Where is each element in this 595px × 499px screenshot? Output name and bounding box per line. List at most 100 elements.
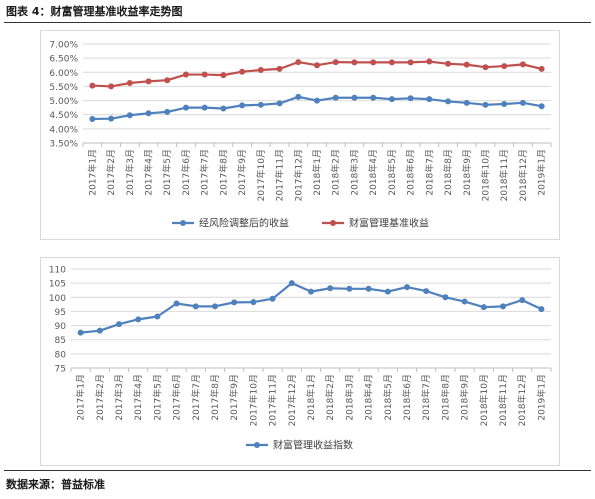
- x-tick-label: 2018年9月: [461, 149, 473, 196]
- data-point: [201, 71, 208, 78]
- x-tick-label: 2018年2月: [330, 149, 342, 196]
- x-tick-label: 2017年4月: [143, 149, 155, 196]
- data-point: [201, 104, 208, 111]
- x-tick-label: 2017年12月: [292, 149, 304, 201]
- x-tick-label: 2018年3月: [343, 374, 355, 421]
- data-point: [154, 313, 161, 320]
- x-tick-label: 2018年7月: [423, 149, 435, 196]
- data-point: [519, 99, 526, 106]
- x-tick-label: 2018年1月: [305, 374, 317, 421]
- data-point: [519, 297, 526, 304]
- y-tick-label: 80: [55, 350, 67, 360]
- data-point: [89, 115, 96, 122]
- top-rule: [4, 22, 591, 23]
- y-tick-label: 95: [55, 308, 66, 318]
- legend-marker: [180, 220, 186, 226]
- legend-marker: [254, 442, 260, 448]
- x-tick-label: 2017年3月: [113, 374, 125, 421]
- x-tick-label: 2018年7月: [420, 374, 432, 421]
- data-point: [327, 285, 334, 292]
- data-point: [269, 295, 276, 302]
- x-tick-label: 2017年10月: [247, 374, 259, 426]
- data-point: [295, 59, 302, 66]
- data-point: [463, 61, 470, 68]
- data-point: [239, 68, 246, 75]
- data-point: [257, 101, 264, 108]
- x-tick-label: 2017年3月: [124, 149, 136, 196]
- data-point: [250, 299, 257, 306]
- data-point: [126, 80, 133, 87]
- y-tick-label: 6.50%: [49, 55, 78, 65]
- chart-2-svg: 110 105 100 95 90 85 80 75 2017年1月 2017年2月 2017年3月…: [49, 266, 552, 452]
- data-point: [308, 288, 314, 295]
- y-tick-label: 105: [49, 280, 66, 290]
- x-tick-label: 2018年12月: [516, 374, 528, 426]
- x-tick-label: 2018年12月: [517, 149, 529, 201]
- y-tick-label: 7.00%: [49, 41, 78, 51]
- x-tick-label: 2017年4月: [132, 374, 144, 421]
- legend-label: 财富管理基准收益: [349, 217, 429, 230]
- data-point: [145, 110, 152, 117]
- chart-1-svg: 7.00% 6.50% 6.00% 5.50% 5.00% 4.50% 4.00% 3.50%…: [49, 41, 552, 230]
- y-tick-label: 3.50%: [49, 140, 78, 150]
- data-point: [445, 60, 452, 67]
- data-point: [519, 61, 526, 68]
- data-point: [404, 284, 410, 291]
- y-tick-label: 5.50%: [49, 83, 78, 93]
- legend-label: 财富管理收益指数: [273, 439, 353, 452]
- y-tick-label: 110: [49, 266, 66, 276]
- x-tick-label: 2017年6月: [180, 149, 192, 196]
- x-tick-label: 2018年10月: [479, 149, 491, 201]
- data-point: [135, 316, 142, 323]
- y-tick-label: 5.00%: [49, 97, 78, 107]
- data-point: [164, 108, 171, 115]
- x-tick-label: 2018年11月: [498, 149, 510, 201]
- data-point: [239, 102, 246, 109]
- data-point: [426, 96, 433, 103]
- data-point: [442, 294, 449, 301]
- y-tick-label: 4.50%: [49, 111, 78, 121]
- data-point: [314, 62, 320, 69]
- bottom-rule: [4, 470, 591, 471]
- x-tick-label: 2018年8月: [439, 374, 451, 421]
- data-point: [276, 100, 283, 107]
- data-point: [116, 321, 122, 328]
- data-point: [482, 64, 489, 71]
- y-tick-label: 100: [49, 294, 66, 304]
- x-tick-label: 2018年4月: [367, 149, 379, 196]
- data-point: [384, 288, 391, 295]
- y-tick-label: 75: [55, 365, 66, 375]
- data-point: [96, 327, 103, 334]
- chart-box-1: 7.00% 6.50% 6.00% 5.50% 5.00% 4.50% 4.00% 3.50%…: [40, 30, 560, 240]
- data-point: [220, 72, 227, 79]
- data-point: [182, 104, 189, 111]
- x-tick-label: 2018年4月: [363, 374, 375, 421]
- x-tick-label: 2018年1月: [311, 149, 323, 196]
- legend-marker: [330, 220, 336, 226]
- x-tick-label: 2017年8月: [217, 149, 229, 196]
- data-point: [295, 93, 302, 100]
- data-point: [351, 94, 358, 101]
- data-point: [538, 65, 545, 72]
- data-point: [108, 115, 115, 122]
- data-point: [145, 78, 152, 85]
- x-tick-label: 2018年6月: [405, 149, 417, 196]
- source-note: 数据来源：普益标准: [6, 478, 105, 491]
- data-point: [192, 303, 199, 310]
- data-point: [480, 304, 487, 311]
- y-tick-label: 4.00%: [49, 125, 78, 135]
- y-tick-label: 85: [55, 336, 66, 346]
- data-point: [77, 329, 84, 336]
- x-tick-label: 2019年1月: [535, 374, 547, 421]
- x-tick-label: 2017年11月: [274, 149, 286, 201]
- data-point: [173, 300, 180, 307]
- data-point: [538, 306, 545, 313]
- y-tick-label: 90: [55, 322, 67, 332]
- x-tick-label: 2018年2月: [324, 374, 336, 421]
- x-tick-label: 2017年10月: [255, 149, 267, 201]
- data-point: [276, 65, 283, 72]
- data-point: [220, 105, 227, 112]
- data-point: [89, 82, 96, 89]
- x-tick-label: 2018年10月: [478, 374, 490, 426]
- data-point: [426, 58, 433, 65]
